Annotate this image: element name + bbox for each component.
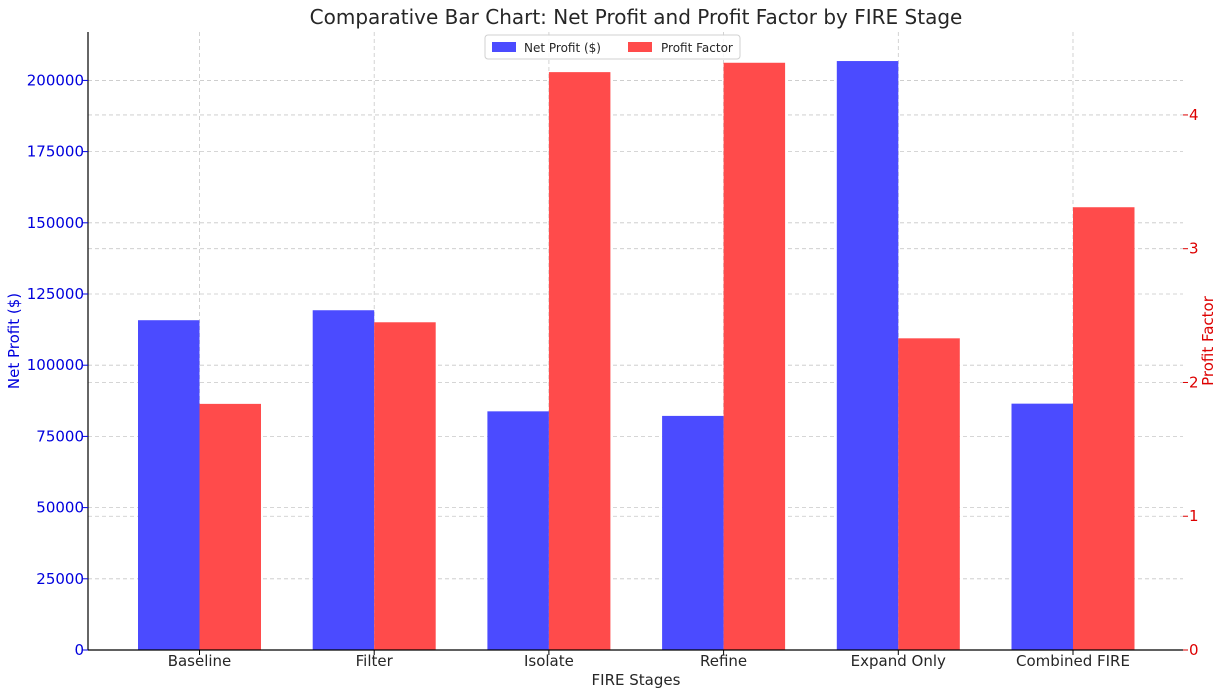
- bar-profit-factor: [199, 403, 261, 650]
- right-tick-label: 2: [1189, 373, 1199, 391]
- legend-label-net-profit: Net Profit ($): [524, 41, 601, 55]
- tick-labels: 0 25000 50000 75000 100000 125000 150000 175000…: [27, 71, 1199, 670]
- legend-box: [484, 34, 741, 60]
- x-tick-label: Combined FIRE: [1016, 652, 1130, 670]
- right-axis-label: Profit Factor: [1199, 295, 1217, 386]
- right-tick-label: 0: [1189, 641, 1199, 659]
- bar-profit-factor: [374, 322, 436, 650]
- right-tick-label: 4: [1189, 106, 1199, 124]
- bar-net-profit: [1011, 403, 1073, 650]
- legend-label-profit-factor: Profit Factor: [661, 41, 733, 55]
- chart-title: Comparative Bar Chart: Net Profit and Pr…: [310, 5, 963, 29]
- axes: [83, 32, 1188, 655]
- left-tick-label: 100000: [27, 356, 84, 374]
- bar-net-profit: [487, 411, 549, 650]
- bar-net-profit: [312, 310, 375, 650]
- bars: [138, 61, 1135, 651]
- x-tick-label: Refine: [700, 652, 747, 670]
- grid-lines: [88, 32, 1183, 650]
- legend: Net Profit ($) Profit Factor: [484, 34, 741, 60]
- left-tick-label: 50000: [36, 499, 84, 517]
- left-tick-label: 25000: [36, 570, 84, 588]
- bar-profit-factor: [898, 338, 960, 650]
- x-axis-label: FIRE Stages: [592, 671, 681, 689]
- left-tick-label: 150000: [27, 214, 84, 232]
- legend-swatch-profit-factor: [628, 42, 652, 52]
- left-tick-label: 175000: [27, 143, 84, 161]
- bar-net-profit: [138, 320, 200, 650]
- left-tick-label: 125000: [27, 285, 84, 303]
- left-axis-label: Net Profit ($): [5, 293, 23, 389]
- x-tick-label: Expand Only: [851, 652, 946, 670]
- x-tick-label: Isolate: [524, 652, 574, 670]
- bar-profit-factor: [723, 62, 786, 650]
- x-tick-label: Filter: [356, 652, 394, 670]
- bar-net-profit: [662, 415, 724, 650]
- left-tick-label: 75000: [36, 427, 84, 445]
- x-tick-label: Baseline: [168, 652, 232, 670]
- left-tick-label: 200000: [27, 71, 84, 89]
- bar-net-profit: [836, 61, 899, 651]
- left-tick-label: 0: [74, 641, 84, 659]
- legend-swatch-net-profit: [492, 42, 516, 52]
- bar-profit-factor: [548, 72, 611, 650]
- right-tick-label: 1: [1189, 507, 1199, 525]
- bar-profit-factor: [1073, 207, 1135, 650]
- right-tick-label: 3: [1189, 240, 1199, 258]
